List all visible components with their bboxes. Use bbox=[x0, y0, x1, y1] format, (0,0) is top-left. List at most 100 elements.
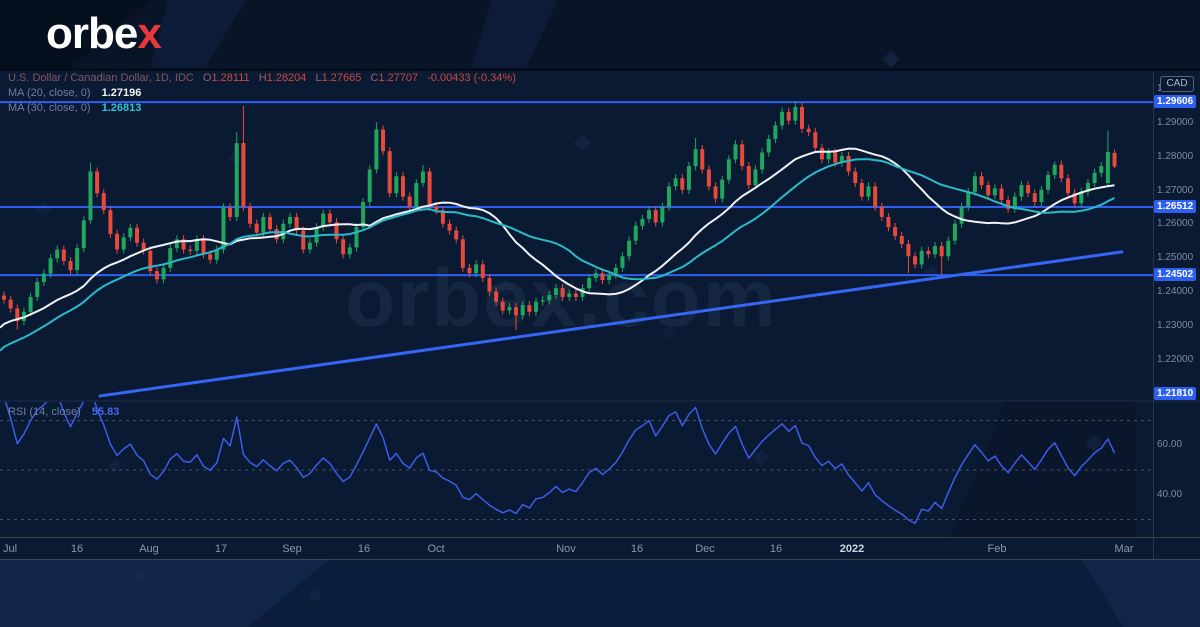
candle-body bbox=[55, 249, 60, 259]
price-level-label[interactable]: 1.24502 bbox=[1154, 268, 1197, 282]
price-level-label[interactable]: 1.21810 bbox=[1154, 386, 1197, 400]
time-tick-label: 16 bbox=[70, 543, 84, 555]
candle-body bbox=[214, 249, 219, 260]
close-label: C bbox=[370, 72, 379, 84]
price-tick-label: 1.27000 bbox=[1157, 184, 1194, 196]
candle-body bbox=[853, 171, 858, 184]
open-label: O bbox=[202, 72, 212, 84]
rsi-line[interactable] bbox=[4, 387, 1116, 525]
candle-body bbox=[108, 210, 113, 234]
candle-body bbox=[361, 202, 366, 228]
candle-body bbox=[201, 239, 206, 255]
candle-body bbox=[959, 206, 964, 224]
price-scale[interactable]: 1.300001.290001.280001.270001.260001.250… bbox=[1153, 72, 1200, 401]
price-tick-label: 1.28000 bbox=[1157, 150, 1194, 162]
candle-body bbox=[121, 237, 126, 250]
candle-body bbox=[88, 171, 93, 221]
candle-body bbox=[374, 129, 379, 170]
candle-body bbox=[906, 244, 911, 257]
candle-body bbox=[401, 176, 405, 197]
price-tick-label: 1.22000 bbox=[1157, 354, 1194, 365]
price-level-label[interactable]: 1.26512 bbox=[1154, 200, 1197, 214]
symbol-title: U.S. Dollar / Canadian Dollar, 1D, IDC bbox=[8, 72, 194, 84]
candle-body bbox=[341, 239, 346, 255]
time-tick-label: Feb bbox=[987, 543, 1007, 555]
ma30-line[interactable] bbox=[0, 158, 1115, 352]
rsi-scale[interactable]: 60.00 40.00 bbox=[1153, 402, 1200, 537]
candle-body bbox=[633, 225, 638, 241]
trendline[interactable] bbox=[98, 250, 1124, 398]
candle-body bbox=[972, 176, 977, 192]
candle-body bbox=[760, 152, 765, 170]
change-value: -0.00433 (-0.34%) bbox=[427, 72, 516, 84]
candle-body bbox=[387, 151, 392, 194]
candle-body bbox=[979, 176, 984, 186]
ma20-line[interactable] bbox=[0, 147, 1115, 329]
time-tick-label: Dec bbox=[695, 543, 715, 555]
candle-body bbox=[2, 295, 6, 300]
time-tick-label: Nov bbox=[556, 543, 576, 555]
candle-body bbox=[95, 171, 100, 194]
candle-body bbox=[726, 159, 731, 180]
time-tick-label: 17 bbox=[214, 543, 228, 555]
candle-body bbox=[254, 223, 259, 233]
candle-body bbox=[1105, 151, 1110, 184]
price-tick-label: 1.29000 bbox=[1157, 116, 1194, 128]
time-tick-label: Mar bbox=[1114, 543, 1134, 555]
candle-body bbox=[1059, 164, 1064, 179]
ma30-legend-row[interactable]: MA (30, close, 0) 1.26813 bbox=[8, 102, 141, 114]
time-tick-label: Aug bbox=[139, 543, 159, 555]
rsi-legend-row[interactable]: RSI (14, close) 55.83 bbox=[8, 406, 119, 418]
candle-body bbox=[607, 274, 612, 280]
candle-body bbox=[720, 179, 725, 199]
candle-body bbox=[268, 216, 272, 230]
orbex-logo: orbex bbox=[46, 9, 162, 58]
candle-body bbox=[919, 250, 924, 265]
candle-body bbox=[673, 178, 678, 187]
candle-body bbox=[527, 305, 532, 312]
candle-body bbox=[567, 293, 572, 297]
candle-body bbox=[494, 291, 499, 302]
candle-body bbox=[833, 152, 838, 163]
candle-body bbox=[1085, 183, 1090, 192]
candle-body bbox=[75, 248, 80, 271]
candle-body bbox=[1079, 191, 1084, 204]
candle-body bbox=[500, 301, 505, 311]
candle-body bbox=[161, 267, 166, 280]
symbol-legend-row[interactable]: U.S. Dollar / Canadian Dollar, 1D, IDC O… bbox=[8, 72, 516, 84]
candle-body bbox=[753, 169, 758, 186]
candle-body bbox=[786, 111, 791, 121]
time-scale[interactable]: Jul 16 Aug 17 Sep 16 Oct Nov 16 Dec 16 2022 Feb Mar bbox=[0, 537, 1153, 559]
candle-body bbox=[447, 223, 452, 231]
candle-body bbox=[534, 301, 538, 312]
candle-body bbox=[573, 293, 578, 297]
candle-body bbox=[613, 267, 618, 275]
ma30-value: 1.26813 bbox=[101, 102, 142, 114]
candle-body bbox=[627, 240, 632, 257]
candle-body bbox=[886, 216, 891, 228]
candle-body bbox=[620, 256, 625, 268]
candle-body bbox=[1046, 174, 1051, 190]
candle-body bbox=[1006, 199, 1011, 209]
candle-body bbox=[480, 264, 485, 278]
candle-body bbox=[307, 242, 312, 250]
candle-body bbox=[999, 188, 1004, 200]
candle-body bbox=[434, 206, 439, 211]
time-tick-label: 2022 bbox=[839, 543, 865, 555]
ma20-value: 1.27196 bbox=[101, 87, 142, 99]
ma20-legend-row[interactable]: MA (20, close, 0) 1.27196 bbox=[8, 87, 141, 99]
candle-body bbox=[1032, 193, 1037, 203]
currency-badge[interactable]: CAD bbox=[1160, 76, 1194, 92]
candle-body bbox=[467, 267, 472, 274]
candle-body bbox=[740, 144, 745, 167]
candle-body bbox=[1012, 196, 1017, 209]
candle-body bbox=[793, 107, 798, 121]
price-level-label[interactable]: 1.29606 bbox=[1154, 95, 1197, 109]
candle-body bbox=[680, 178, 685, 190]
candle-body bbox=[367, 169, 372, 203]
candle-body bbox=[587, 277, 592, 289]
candle-body bbox=[826, 152, 831, 160]
candle-body bbox=[148, 250, 153, 272]
